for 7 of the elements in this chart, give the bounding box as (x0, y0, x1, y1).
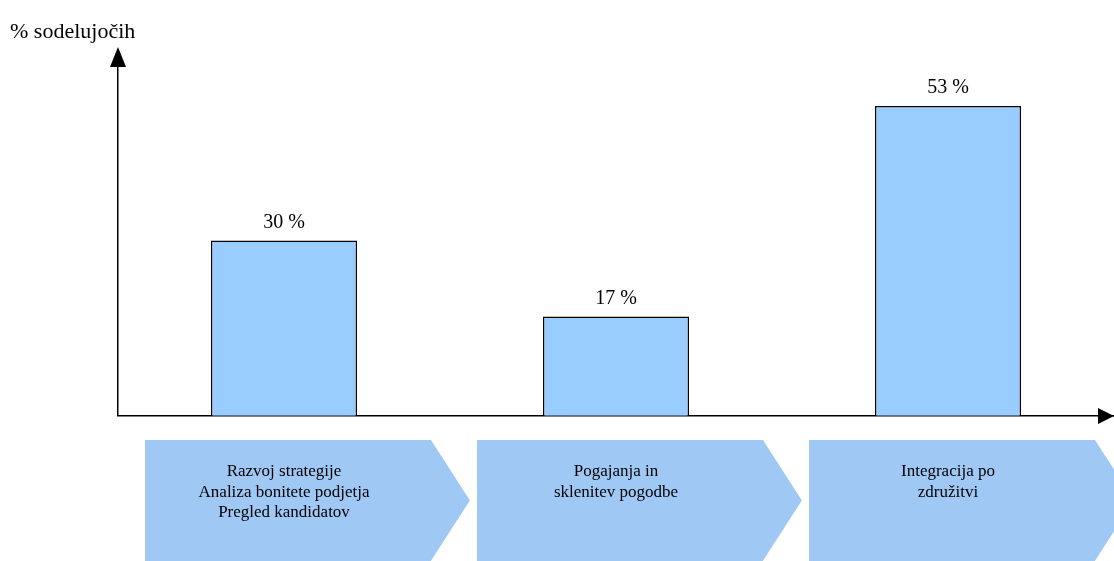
x-tick-label: Pogajanja in sklenitev pogodbe (553, 461, 679, 501)
x-tick-label: Integracija po združitvi (901, 461, 995, 501)
data-label: 53 % (927, 75, 969, 98)
data-label: 30 % (263, 209, 305, 232)
y-axis-title: % sodelujočih (10, 18, 136, 43)
x-tick-label: Razvoj strategije Analiza bonitete podjetja Pregled kandidatov (198, 461, 370, 522)
data-label: 17 % (595, 285, 637, 308)
